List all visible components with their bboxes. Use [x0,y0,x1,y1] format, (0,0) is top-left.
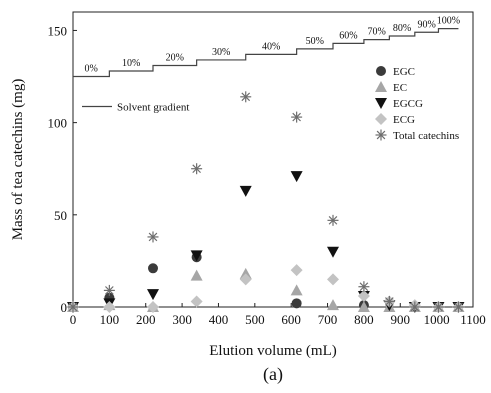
legend: EGC EC EGCG ECG Total catechins Solvent gradi… [82,66,459,142]
data-point [452,301,464,313]
data-point [239,273,252,286]
x-tick-label: 200 [136,312,156,327]
legend-gradient-label: Solvent gradient [117,102,189,114]
y-tick-label: 100 [48,116,68,131]
asterisk-stroke [241,92,251,102]
data-point [190,250,203,262]
x-tick-label: 500 [245,312,265,327]
data-point [290,171,303,183]
gradient-percent-label: 80% [393,23,411,34]
legend-label: ECG [393,114,415,126]
asterisk-stroke [410,302,420,312]
series-ecg [67,264,465,313]
data-point [239,185,252,197]
x-axis-title: Elution volume (mL) [209,343,336,359]
gradient-percent-label: 100% [437,16,460,27]
data-point [327,299,339,311]
legend-marker [376,66,386,76]
data-point [327,246,339,258]
data-point [240,91,252,103]
gradient-percent-label: 60% [339,30,357,41]
data-point [191,163,203,175]
series-egcg [67,171,465,313]
x-tick-label: 1100 [460,312,486,327]
data-point [432,301,444,313]
gradient-percent-label: 30% [212,47,230,58]
data-point [147,301,159,313]
data-point [103,301,116,313]
legend-label: EC [393,82,407,94]
asterisk-stroke [434,302,443,312]
x-tick-label: 800 [354,312,374,327]
legend-marker [375,98,387,109]
y-tick-label: 0 [61,300,68,315]
data-point [290,264,303,277]
asterisk-stroke [376,130,386,140]
legend-label: Total catechins [393,130,459,142]
series-ec [67,267,465,312]
data-point [239,267,252,279]
asterisk-stroke [359,282,369,292]
data-point [357,301,370,312]
data-point [383,295,395,307]
axes: 0 100 200 300 400 500 600 700 800 900 1000 1100 0 50 1… [48,23,486,327]
gradient-percent-label: 0% [85,64,98,75]
asterisk-stroke [105,286,114,295]
gradient-percent-label: 50% [306,36,324,47]
data-series [67,91,465,313]
legend-marker [375,129,387,141]
asterisk-stroke [192,164,201,174]
gradient-percent-label: 40% [262,41,280,52]
legend-marker [375,81,387,92]
gradient-percent-label: 90% [417,19,435,30]
asterisk-stroke [292,112,301,122]
data-point [291,111,303,123]
data-point [327,214,339,226]
asterisk-stroke [454,302,463,312]
data-point [67,301,79,313]
x-tick-label: 100 [100,312,120,327]
y-tick-label: 150 [48,23,68,38]
data-point [148,263,158,274]
data-point [190,269,203,281]
asterisk-stroke [385,297,394,306]
data-point [357,289,370,302]
gradient-percent-label: 10% [122,58,140,69]
y-axis-title: Mass of tea catechins (mg) [10,79,26,241]
x-tick-label: 0 [70,312,77,327]
x-tick-label: 600 [281,312,301,327]
data-point [358,281,370,293]
asterisk-stroke [148,232,158,242]
data-point [147,289,159,301]
solvent-gradient: 0% 10% 20% 30% 40% 50% 60% 70% 80% 90% 100% [73,16,460,78]
x-tick-label: 1000 [424,312,450,327]
figure-label: (a) [263,364,283,385]
legend-label: EGCG [393,98,423,110]
gradient-line [73,27,459,78]
x-tick-label: 300 [172,312,192,327]
data-point [327,273,339,286]
plot-frame [72,11,474,308]
data-point [290,284,303,296]
gradient-percent-label: 70% [367,27,385,38]
gradient-percent-label: 20% [166,52,184,63]
x-tick-label: 400 [209,312,229,327]
legend-label: EGC [393,66,415,78]
y-tick-label: 50 [54,208,67,223]
data-point [103,284,115,296]
asterisk-stroke [328,216,338,225]
x-tick-label: 700 [318,312,338,327]
data-point [291,298,302,309]
asterisk-stroke [68,302,78,312]
legend-marker [375,113,387,125]
series-total-catechins [67,91,464,313]
data-point [409,301,421,313]
x-tick-label: 900 [391,312,411,327]
data-point [190,295,203,308]
data-point [147,231,159,243]
